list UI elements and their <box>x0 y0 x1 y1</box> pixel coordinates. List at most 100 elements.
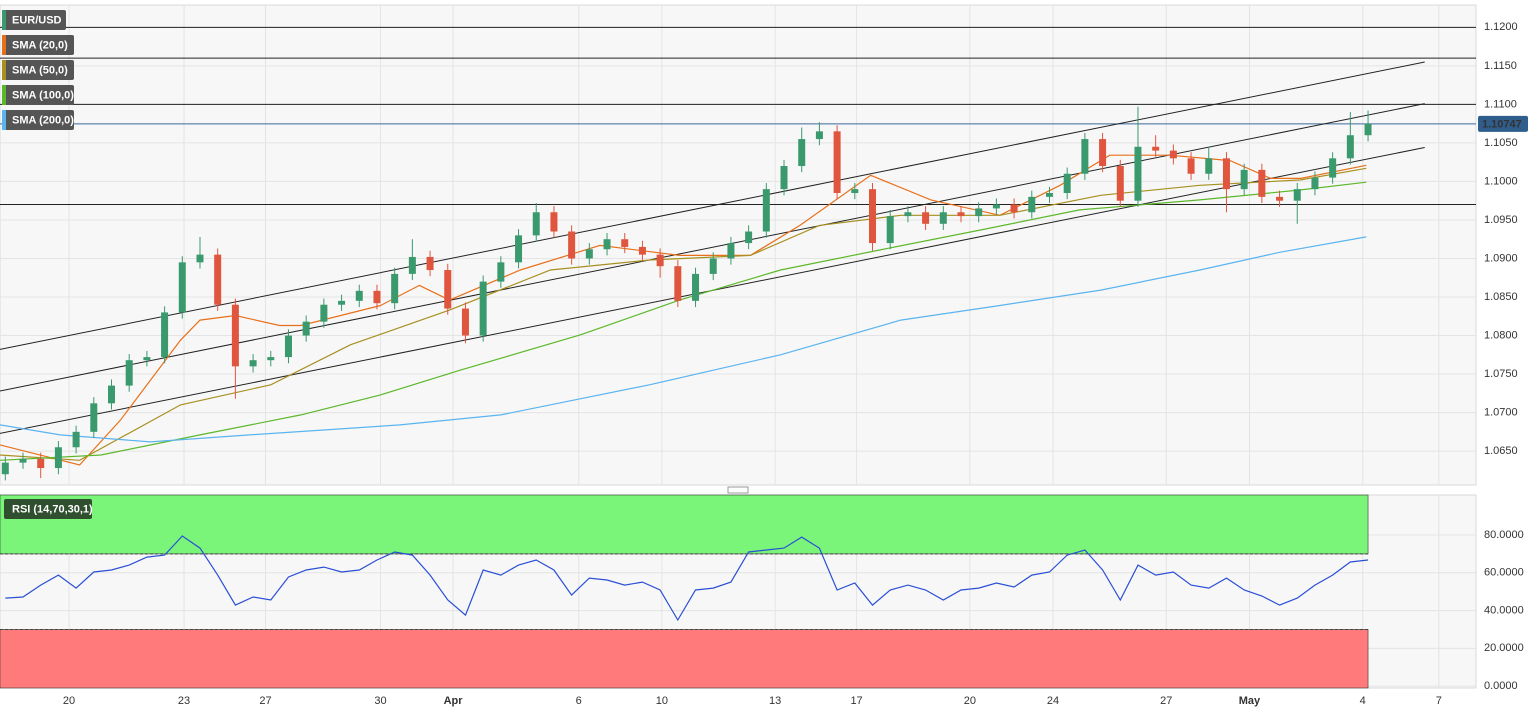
y-tick-label: 1.0800 <box>1484 329 1518 341</box>
last-price-label: 1.10747 <box>1482 118 1522 130</box>
y-tick-label: 1.0950 <box>1484 214 1518 226</box>
candle-body <box>125 360 133 386</box>
x-tick-label: 24 <box>1047 695 1059 707</box>
candle-body <box>214 254 222 305</box>
candle-body <box>851 189 859 193</box>
y-tick-label: 1.1200 <box>1484 21 1518 33</box>
candle-body <box>674 266 682 301</box>
candle-body <box>692 273 700 301</box>
legend-label: SMA (50,0) <box>12 64 68 76</box>
legend-label: SMA (200,0) <box>12 114 74 126</box>
candle-body <box>267 357 275 361</box>
legend: EUR/USD SMA (20,0) SMA (50,0) SMA (100,0) SM… <box>2 10 93 519</box>
legend-swatch <box>2 60 6 80</box>
candle-body <box>939 212 947 224</box>
candle-body <box>497 262 505 282</box>
trend-line <box>0 61 1425 350</box>
candle-body <box>373 290 381 304</box>
rsi-marks <box>0 494 1369 689</box>
candle-body <box>1329 158 1337 178</box>
x-tick-label: Apr <box>444 695 464 707</box>
candle-body <box>709 258 717 274</box>
candle-body <box>869 189 877 244</box>
legend-label: SMA (20,0) <box>12 39 68 51</box>
candle-body <box>178 262 186 313</box>
y-tick-label: 80.0000 <box>1484 529 1524 541</box>
candle-body <box>408 256 416 274</box>
x-tick-label: 6 <box>576 695 582 707</box>
y-tick-label: 1.0700 <box>1484 406 1518 418</box>
candle-body <box>249 360 257 367</box>
y-tick-label: 1.1000 <box>1484 175 1518 187</box>
candle-body <box>992 204 1000 209</box>
candle-body <box>656 254 664 267</box>
candle-body <box>762 189 770 232</box>
candle-body <box>585 249 593 259</box>
legend-swatch <box>2 85 6 105</box>
candle-body <box>833 131 841 193</box>
y-tick-label: 1.0750 <box>1484 368 1518 380</box>
candle-body <box>1028 196 1036 213</box>
candle-body <box>1293 189 1301 201</box>
candle-body <box>320 304 328 322</box>
legend-label: SMA (100,0) <box>12 89 74 101</box>
candle-body <box>975 208 983 217</box>
y-tick-label: 1.1050 <box>1484 137 1518 149</box>
y-tick-label: 1.0900 <box>1484 252 1518 264</box>
candle-body <box>780 166 788 190</box>
panel-resize-handle[interactable] <box>727 486 749 494</box>
candle-body <box>568 231 576 259</box>
candle-body <box>1 462 9 475</box>
candle-body <box>515 235 523 263</box>
candle-body <box>550 212 558 232</box>
candle-body <box>1152 146 1160 151</box>
candle-body <box>1116 166 1124 201</box>
rsi-line <box>5 535 1369 622</box>
candle-body <box>284 335 292 358</box>
y-tick-label: 1.0650 <box>1484 445 1518 457</box>
candle-body <box>1134 146 1142 201</box>
x-tick-label: 13 <box>769 695 781 707</box>
x-tick-label: 30 <box>374 695 386 707</box>
candle-body <box>1063 173 1071 193</box>
x-tick-label: 4 <box>1360 695 1366 707</box>
y-tick-label: 20.0000 <box>1484 642 1524 654</box>
candle-body <box>1099 139 1107 167</box>
x-tick-label: 27 <box>259 695 271 707</box>
candle-body <box>19 458 27 463</box>
x-tick-label: 23 <box>178 695 190 707</box>
legend-label: EUR/USD <box>12 14 62 26</box>
candle-body <box>727 243 735 259</box>
legend-swatch <box>2 110 6 130</box>
candle-body <box>355 290 363 301</box>
legend-swatch <box>2 10 6 30</box>
candle-body <box>1045 192 1053 197</box>
legend-swatch <box>2 35 6 55</box>
candle-body <box>1081 139 1089 174</box>
rsi-zone <box>0 629 1369 689</box>
legend-box <box>2 60 74 80</box>
legend-label: RSI (14,70,30,1) <box>12 503 93 515</box>
candle-body <box>461 308 469 336</box>
y-tick-label: 1.0850 <box>1484 291 1518 303</box>
sma-line <box>0 236 1367 443</box>
candle-body <box>426 256 434 271</box>
rsi-zone <box>0 494 1369 555</box>
candle-body <box>798 139 806 167</box>
legend-box <box>2 10 66 30</box>
candle-body <box>479 281 487 336</box>
legend-box <box>2 35 74 55</box>
candle-body <box>638 246 646 255</box>
candle-body <box>815 131 823 140</box>
candle-body <box>1010 204 1018 213</box>
candle-body <box>1346 135 1354 159</box>
candle-body <box>90 403 98 432</box>
candle-body <box>54 447 62 469</box>
candle-body <box>391 273 399 304</box>
price-panel <box>0 4 1477 486</box>
x-tick-label: 20 <box>63 695 75 707</box>
candle-body <box>231 304 239 367</box>
last-price-box <box>1478 115 1528 132</box>
